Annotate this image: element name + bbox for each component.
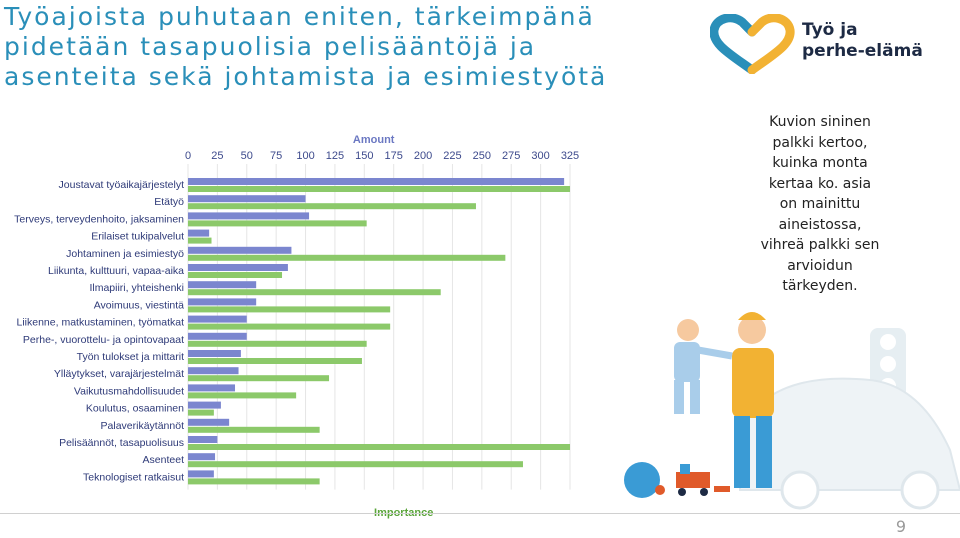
footer-divider [0, 513, 960, 514]
category-label: Etätyö [154, 196, 184, 208]
top-axis-label: Amount [353, 134, 395, 146]
amount-bar [188, 246, 292, 254]
tick-label: 300 [531, 150, 549, 162]
logo-line: perhe-elämä [802, 41, 923, 61]
tick-label: 175 [385, 150, 403, 162]
logo-line: Työ ja [802, 20, 858, 40]
amount-bar [188, 281, 257, 289]
title-line: pidetään tasapuolisia pelisääntöjä ja [4, 32, 537, 61]
amount-bar [188, 315, 247, 323]
importance-bar [188, 426, 320, 433]
amount-bar [188, 401, 221, 409]
page-number: 9 [895, 517, 906, 536]
family-car-illustration-icon [624, 312, 960, 510]
caption-line: Kuvion sininen [769, 114, 871, 130]
caption-line: kuinka monta [772, 155, 868, 171]
importance-bar [188, 409, 214, 416]
caption-line: kertaa ko. asia [768, 175, 872, 192]
category-label: Työn tulokset ja mittarit [77, 351, 184, 363]
amount-bar [188, 178, 565, 185]
category-label: Ylläytykset, varajärjestelmät [54, 368, 184, 380]
category-label: Johtaminen ja esimiestyö [66, 248, 184, 260]
tick-label: 250 [473, 150, 491, 162]
category-label: Erilaiset tukipalvelut [91, 231, 184, 243]
tick-label: 100 [296, 150, 314, 162]
bar-chart-svg: Amount 0 25 50 75 100 125 150 175 200 225 250 275 300… [14, 134, 579, 519]
tick-label: 150 [355, 150, 373, 162]
amount-bar [188, 195, 306, 203]
tick-label: 50 [241, 150, 253, 162]
caption-line: vihreä palkki sen [760, 237, 880, 253]
title-line: asenteita sekä johtamista ja esimiestyöt… [4, 62, 608, 91]
category-label: Joustavat työaikajärjestelyt [59, 179, 185, 191]
amount-bar [188, 212, 310, 220]
importance-bar [188, 461, 523, 468]
amount-bar [188, 436, 218, 443]
caption-line: on mainittu [779, 196, 861, 212]
importance-bar [188, 323, 391, 330]
importance-bar [188, 358, 362, 364]
importance-bar [188, 289, 441, 296]
category-label: Liikenne, matkustaminen, työmatkat [17, 317, 185, 329]
category-label: Asenteet [143, 454, 185, 466]
importance-bar [188, 203, 476, 210]
category-label: Liikunta, kulttuuri, vapaa-aika [48, 265, 184, 277]
amount-bar [188, 367, 239, 375]
category-label: Koulutus, osaaminen [86, 403, 184, 415]
tick-label: 225 [443, 150, 461, 162]
importance-bar [188, 478, 320, 485]
category-label: Palaverikäytännöt [101, 420, 185, 432]
importance-bar [188, 186, 570, 192]
tick-label: 0 [185, 150, 191, 162]
tick-label: 275 [502, 150, 520, 162]
tick-label: 75 [270, 150, 282, 162]
amount-bar [188, 350, 241, 357]
slide-title: Työajoista puhutaan eniten, tärkeimpänä … [4, 2, 694, 92]
caption-line: tärkeyden. [782, 278, 858, 294]
caption-line: aineistossa, [778, 216, 862, 233]
amount-bar [188, 470, 214, 478]
caption-line: palkki kertoo, [772, 134, 868, 151]
family-illustration [620, 300, 960, 510]
logo-text: Työ ja perhe-elämä [802, 20, 923, 62]
amount-bar [188, 229, 210, 237]
importance-bar [188, 220, 367, 227]
category-label: Perhe-, vuorottelu- ja opintovapaat [23, 334, 184, 346]
tick-label: 25 [211, 150, 223, 162]
importance-bar [188, 306, 391, 313]
category-label: Avoimuus, viestintä [94, 299, 184, 311]
amount-bar [188, 298, 257, 306]
category-label: Ilmapiiri, yhteishenki [89, 282, 184, 294]
category-label: Vaikutusmahdollisuudet [74, 385, 184, 397]
importance-bar [188, 272, 283, 278]
amount-bar [188, 453, 216, 461]
importance-bar [188, 375, 330, 382]
category-label: Pelisäännöt, tasapuolisuus [59, 437, 184, 449]
caption-line: arvioidun [787, 257, 853, 274]
amount-bar [188, 384, 236, 392]
tick-label: 200 [414, 150, 432, 162]
logo: Työ ja perhe-elämä [709, 13, 950, 75]
amount-bar [188, 332, 247, 340]
category-label: Terveys, terveydenhoito, jaksaminen [14, 213, 184, 225]
title-line: Työajoista puhutaan eniten, tärkeimpänä [4, 2, 595, 31]
importance-bar [188, 444, 570, 450]
importance-bar [188, 392, 297, 399]
chart-caption: Kuvion sininen palkki kertoo, kuinka mon… [745, 112, 895, 297]
category-label: Teknologiset ratkaisut [83, 471, 184, 483]
amount-bar [188, 264, 288, 271]
importance-bar [188, 254, 506, 261]
importance-bar [188, 340, 367, 347]
tick-label: 325 [561, 150, 579, 162]
heart-logo-icon [709, 13, 795, 75]
amount-bar [188, 418, 230, 426]
tick-label: 125 [326, 150, 344, 162]
bar-chart: Amount 0 25 50 75 100 125 150 175 200 225 250 275 300… [0, 128, 600, 528]
importance-bar [188, 237, 212, 244]
